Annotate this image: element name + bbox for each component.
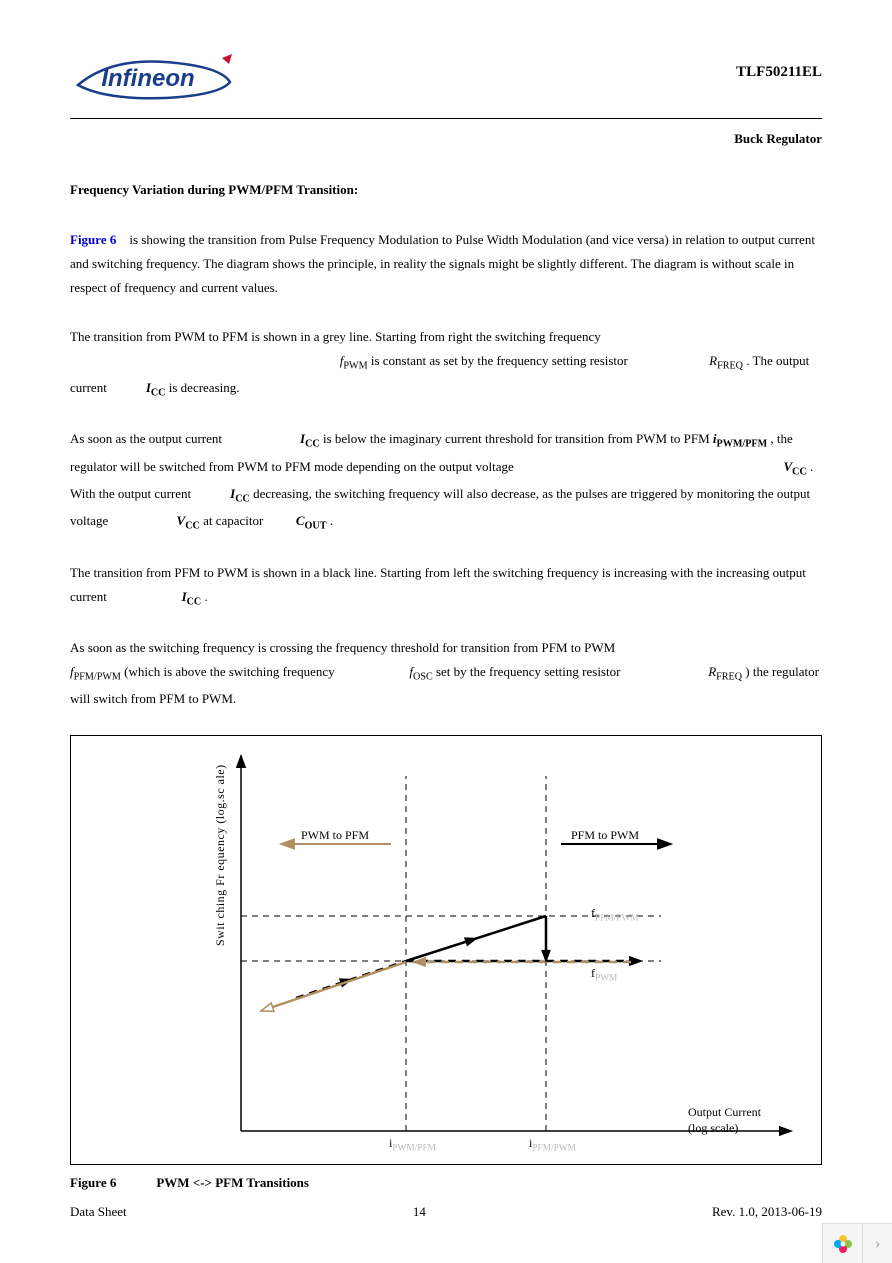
- symbol-icc-3: ICC: [230, 486, 250, 501]
- symbol-icc-2: ICC: [300, 431, 320, 446]
- symbol-cout: COUT: [296, 513, 327, 528]
- paragraph-3: As soon as the output current ICC is bel…: [70, 427, 822, 536]
- svg-text:Infineon: Infineon: [101, 65, 194, 92]
- infineon-logo: Infineon: [70, 50, 240, 112]
- section-label: Buck Regulator: [70, 129, 822, 150]
- symbol-vcc-2: VCC: [177, 513, 200, 528]
- page-header: Infineon TLF50211EL: [70, 50, 822, 112]
- paragraph-1: Figure 6 is showing the transition from …: [70, 228, 822, 300]
- chevron-right-icon[interactable]: ›: [862, 1224, 892, 1263]
- transition-diagram: Swit ching Fr equency (log.sc ale) Outpu…: [70, 735, 822, 1165]
- label-i-pwmpfm: iPWM/PFM: [389, 1134, 436, 1156]
- figure-reference-link[interactable]: Figure 6: [70, 232, 116, 247]
- label-pfm-to-pwm: PFM to PWM: [571, 826, 639, 845]
- corner-widget[interactable]: ›: [822, 1223, 892, 1263]
- footer-revision: Rev. 1.0, 2013-06-19: [712, 1202, 822, 1223]
- label-f-pfmpwm: fPFM/PWM: [591, 904, 639, 926]
- chart-svg: [71, 736, 823, 1166]
- symbol-rfreq: RFREQ: [709, 353, 743, 368]
- label-i-pfmpwm: iPFM/PWM: [529, 1134, 576, 1156]
- symbol-fpwm: fPWM: [340, 353, 368, 368]
- figure-caption: Figure 6PWM <-> PFM Transitions: [70, 1173, 822, 1194]
- footer-left: Data Sheet: [70, 1202, 127, 1223]
- paragraph-4: The transition from PFM to PWM is shown …: [70, 561, 822, 612]
- section-title: Frequency Variation during PWM/PFM Trans…: [70, 180, 822, 201]
- label-pwm-to-pfm: PWM to PFM: [301, 826, 369, 845]
- header-divider: [70, 118, 822, 119]
- footer-page-number: 14: [413, 1202, 426, 1223]
- symbol-icc-4: ICC: [182, 589, 202, 604]
- symbol-vcc: VCC: [784, 459, 807, 474]
- paragraph-2: The transition from PWM to PFM is shown …: [70, 325, 822, 404]
- label-f-pwm: fPWM: [591, 964, 617, 986]
- symbol-ipwmpfm: iPWM/PFM: [713, 431, 767, 446]
- paragraph-5: As soon as the switching frequency is cr…: [70, 636, 822, 711]
- symbol-rfreq-2: RFREQ: [708, 664, 742, 679]
- symbol-icc: ICC: [146, 380, 166, 395]
- symbol-fosc: fOSC: [409, 664, 432, 679]
- y-axis-label: Swit ching Fr equency (log.sc ale): [211, 765, 230, 947]
- flower-icon: [823, 1232, 862, 1256]
- x-axis-label: Output Current (log.scale): [688, 1105, 761, 1136]
- page-footer: Data Sheet 14 Rev. 1.0, 2013-06-19: [70, 1202, 822, 1223]
- part-number: TLF50211EL: [736, 60, 822, 84]
- symbol-fpfmpwm: fPFM/PWM: [70, 664, 121, 679]
